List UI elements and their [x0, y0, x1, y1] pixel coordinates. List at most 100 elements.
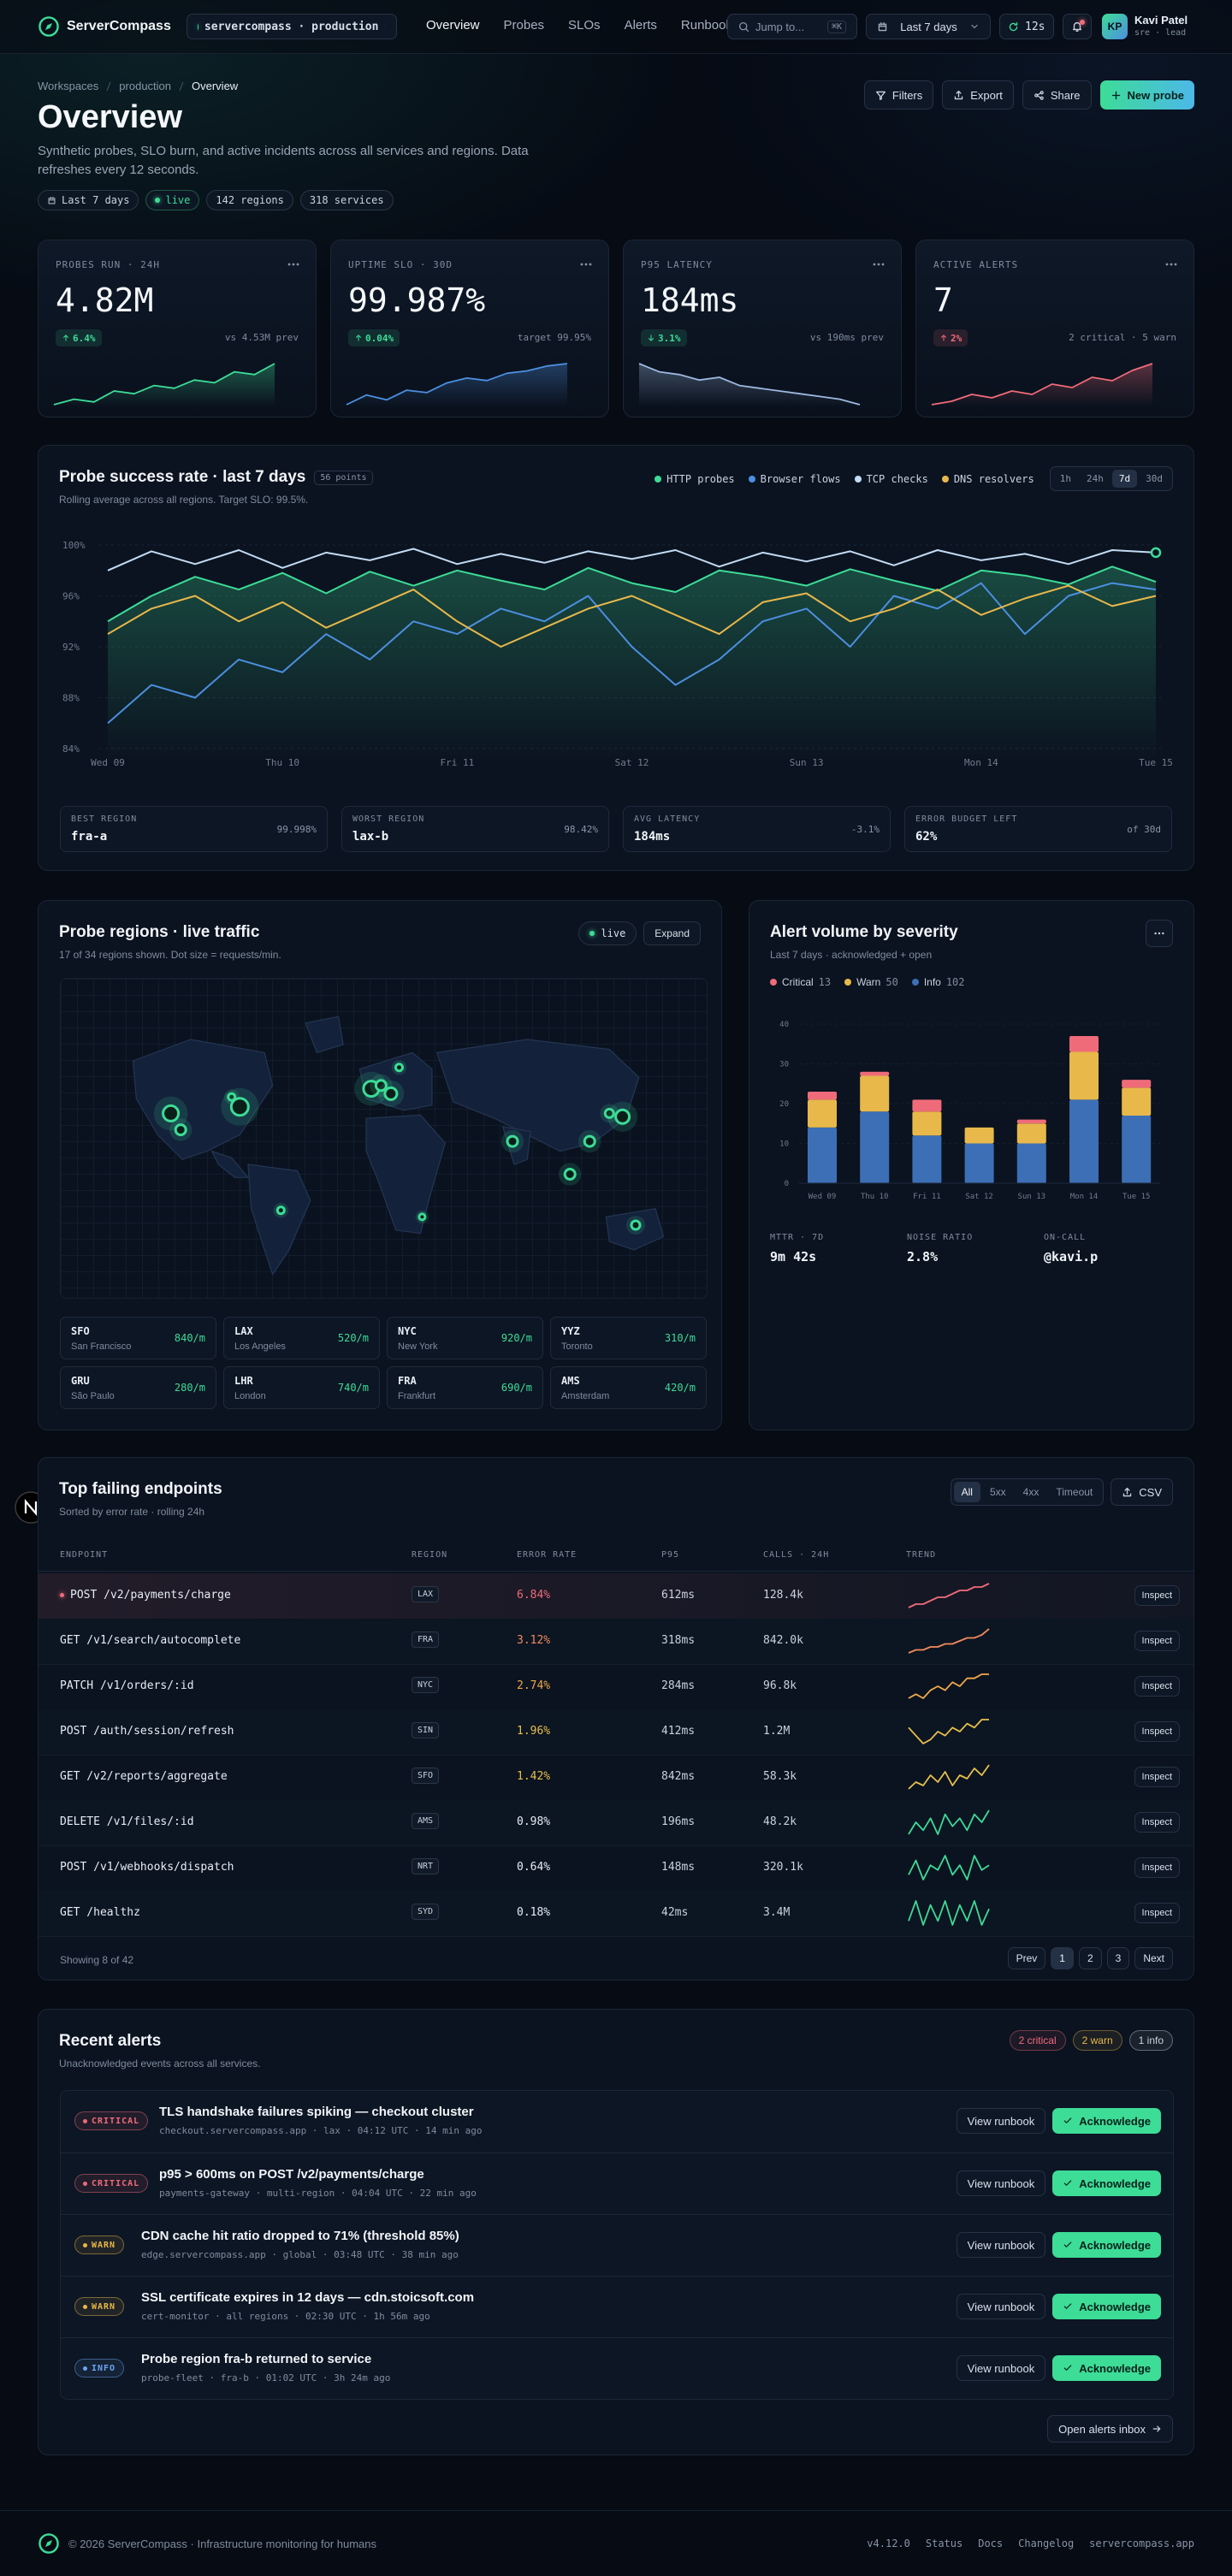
range-tab[interactable]: 7d: [1111, 470, 1138, 488]
region-city: San Francisco: [71, 1341, 132, 1352]
page-button[interactable]: Prev: [1007, 1947, 1046, 1969]
region-rate: 740/m: [337, 1382, 369, 1394]
calls: 48.2k: [763, 1815, 797, 1828]
icon-part: [1170, 263, 1173, 266]
runbook-button[interactable]: View runbook: [956, 2170, 1046, 2196]
breadcrumb-item[interactable]: Workspaces: [38, 80, 99, 92]
expand-button[interactable]: Expand: [643, 921, 701, 945]
icon-part: [877, 263, 880, 266]
csv-button[interactable]: CSV: [1111, 1478, 1173, 1506]
region-dot: [614, 1108, 631, 1125]
runbook-button[interactable]: View runbook: [956, 2355, 1046, 2381]
menu-button[interactable]: [1146, 920, 1173, 947]
range-picker[interactable]: Last 7 days: [866, 14, 991, 39]
filter-tab[interactable]: All: [953, 1482, 980, 1502]
inbox-button[interactable]: Open alerts inbox: [1047, 2415, 1173, 2443]
bar-segment: [808, 1099, 837, 1128]
endpoint: POST /auth/session/refresh: [60, 1725, 234, 1738]
kpi-value: 7: [933, 281, 953, 319]
pagination-info: Showing 8 of 42: [60, 1954, 134, 1966]
page-button[interactable]: 2: [1078, 1947, 1102, 1969]
live-toggle[interactable]: live: [578, 921, 637, 945]
footer-link[interactable]: Status: [925, 2538, 963, 2549]
env-selector[interactable]: servercompass · production: [187, 14, 397, 39]
stat-label: WORST REGION: [352, 814, 425, 824]
endpoint: PATCH /v1/orders/:id: [60, 1679, 194, 1692]
nav-link[interactable]: Alerts: [624, 18, 657, 33]
alert-row: WARN CDN cache hit ratio dropped to 71% (…: [61, 2214, 1173, 2276]
kpi-compare: 2 critical · 5 warn: [1069, 332, 1176, 343]
sparkline: [53, 363, 275, 406]
inspect-button[interactable]: Inspect: [1134, 1857, 1180, 1878]
status-dot: [155, 198, 161, 203]
icon-part: [955, 90, 963, 99]
range-tab[interactable]: 30d: [1139, 470, 1170, 488]
inspect-button[interactable]: Inspect: [1134, 1903, 1180, 1923]
legend-total: 50: [886, 976, 898, 988]
ack-button[interactable]: Acknowledge: [1052, 2294, 1161, 2319]
runbook-button[interactable]: View runbook: [956, 2108, 1046, 2134]
icon-part: [971, 24, 978, 29]
filter-tab[interactable]: 4xx: [1016, 1482, 1047, 1502]
legend-item: Info 102: [911, 976, 965, 988]
inspect-button[interactable]: Inspect: [1134, 1812, 1180, 1833]
icon-part: [1123, 1487, 1132, 1496]
action-button[interactable]: Filters: [863, 80, 934, 110]
nav-links: Overview Probes SLOs Alerts Runbooks: [426, 18, 738, 33]
inspect-button[interactable]: Inspect: [1134, 1721, 1180, 1742]
range-tab[interactable]: 24h: [1080, 470, 1111, 488]
runbook-button[interactable]: View runbook: [956, 2294, 1046, 2319]
action-button[interactable]: New probe: [1099, 80, 1194, 110]
inspect-button[interactable]: Inspect: [1134, 1676, 1180, 1697]
kpi-sparkline: [638, 363, 861, 406]
continent: [365, 1114, 446, 1235]
region-tile: GRU São Paulo 280/m: [60, 1366, 216, 1409]
status-dot: [83, 2181, 87, 2186]
ack-button[interactable]: Acknowledge: [1052, 2355, 1161, 2381]
range-tab[interactable]: 1h: [1053, 470, 1078, 488]
error-rate: 1.42%: [517, 1770, 551, 1783]
map-subtitle: 17 of 34 regions shown. Dot size = reque…: [59, 949, 281, 961]
inspect-button[interactable]: Inspect: [1134, 1585, 1180, 1606]
notifications[interactable]: [1063, 14, 1092, 39]
page-button[interactable]: 3: [1106, 1947, 1130, 1969]
nav-link[interactable]: Overview: [426, 18, 480, 33]
filter-tab[interactable]: Timeout: [1048, 1482, 1100, 1502]
runbook-button[interactable]: View runbook: [956, 2232, 1046, 2258]
series-line: [107, 582, 1157, 725]
chart-header: Probe success rate · last 7 days 56 point…: [59, 468, 373, 487]
region-tile: FRA Frankfurt 690/m: [387, 1366, 543, 1409]
footer-link[interactable]: Docs: [978, 2538, 1004, 2549]
refresh[interactable]: 12s: [999, 14, 1054, 39]
region-badge: SIN: [412, 1722, 440, 1738]
ack-button[interactable]: Acknowledge: [1052, 2170, 1161, 2196]
action-button[interactable]: Export: [942, 80, 1014, 110]
error-rate: 0.18%: [517, 1906, 551, 1919]
p95: 412ms: [661, 1725, 696, 1738]
ack-button[interactable]: Acknowledge: [1052, 2232, 1161, 2258]
page-button[interactable]: 1: [1051, 1947, 1074, 1969]
icon-part: [1111, 91, 1120, 99]
footer-link[interactable]: servercompass.app: [1089, 2538, 1194, 2549]
region-code: SFO: [71, 1325, 90, 1337]
icon-part: [878, 21, 887, 31]
dots-icon: [580, 263, 592, 266]
nav-link[interactable]: Runbooks: [680, 18, 739, 33]
count-chip: 1 info: [1128, 2030, 1173, 2051]
filter-tab[interactable]: 5xx: [982, 1482, 1014, 1502]
search[interactable]: Jump to... ⌘K: [727, 14, 857, 39]
inspect-button[interactable]: Inspect: [1134, 1631, 1180, 1651]
avatar[interactable]: KP: [1102, 14, 1128, 39]
icon-part: [287, 263, 291, 266]
page-button[interactable]: Next: [1134, 1947, 1173, 1969]
status-dot: [83, 2118, 87, 2123]
nav-link[interactable]: Probes: [503, 18, 545, 33]
action-button[interactable]: Share: [1022, 80, 1092, 110]
nav-link[interactable]: SLOs: [568, 18, 601, 33]
upload-icon: [955, 90, 963, 99]
inspect-button[interactable]: Inspect: [1134, 1767, 1180, 1787]
footer-link[interactable]: Changelog: [1018, 2538, 1075, 2549]
breadcrumb-item[interactable]: production: [119, 80, 172, 92]
stat-note: of 30d: [1127, 824, 1161, 835]
ack-button[interactable]: Acknowledge: [1052, 2108, 1161, 2134]
